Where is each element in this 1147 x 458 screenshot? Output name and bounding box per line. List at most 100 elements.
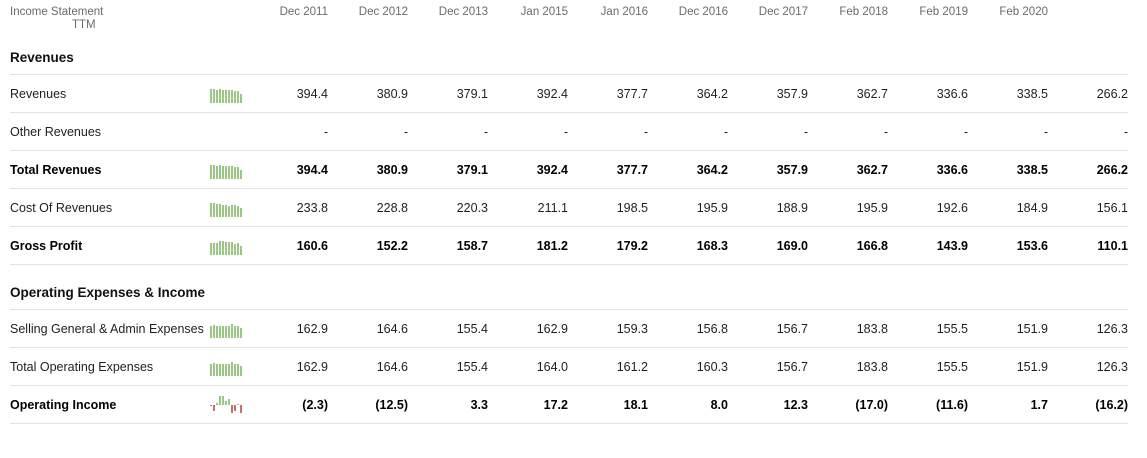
sparkline	[210, 358, 248, 376]
spark-bar	[237, 363, 239, 376]
spark-bar	[240, 169, 242, 179]
sparkline	[210, 161, 248, 179]
value-cell: 392.4	[536, 86, 568, 101]
value-cell: (2.3)	[302, 397, 328, 412]
spark-bar	[228, 325, 230, 338]
section-title: Operating Expenses & Income	[10, 279, 1128, 310]
statement-period-ttm: TTM	[72, 19, 96, 31]
column-header: Dec 2016	[678, 6, 728, 18]
value-cell: 1.7	[1030, 397, 1048, 412]
spark-bar	[222, 240, 224, 255]
sparkline	[210, 199, 248, 217]
column-header: Feb 2020	[999, 6, 1048, 18]
spark-bar	[240, 207, 242, 217]
table-row[interactable]: Operating Income (2.3) (12.5) 3.3 17.2 18.1 8.…	[10, 386, 1128, 424]
value-cell: 364.2	[696, 86, 728, 101]
table-row[interactable]: Selling General & Admin Expenses 162.9 164…	[10, 310, 1128, 348]
value-cell: -	[483, 124, 488, 139]
value-cell: 266.2	[1096, 86, 1128, 101]
value-cell: 266.2	[1096, 162, 1128, 177]
spark-bar	[231, 89, 233, 103]
value-cell: 169.0	[776, 238, 808, 253]
column-header: Dec 2017	[758, 6, 808, 18]
value-cell: 181.2	[536, 238, 568, 253]
spark-bar	[222, 395, 224, 405]
statement-section: Revenues Revenues 394.4 380.9 379.1 392.4 377.…	[10, 44, 1128, 265]
column-header: Jan 2016	[600, 6, 648, 18]
spark-bar	[213, 202, 215, 217]
value-cell: 357.9	[776, 162, 808, 177]
spark-bar	[231, 204, 233, 217]
spark-bar	[228, 89, 230, 103]
income-statement-table: Income Statement TTM Dec 2011 Dec 2012 Dec…	[10, 6, 1128, 424]
spark-bar	[210, 363, 212, 376]
value-cell: 379.1	[456, 162, 488, 177]
value-cell: 126.3	[1096, 359, 1128, 374]
value-cell: 8.0	[710, 397, 728, 412]
spark-bar	[231, 323, 233, 338]
table-row[interactable]: Total Revenues 394.4 380.9 379.1 392.4 377.7 3…	[10, 151, 1128, 189]
spark-bar	[210, 404, 212, 406]
table-row[interactable]: Other Revenues - - - - - - - - - - -	[10, 113, 1128, 151]
value-cell: (12.5)	[375, 397, 408, 412]
spark-bar	[222, 204, 224, 217]
table-row[interactable]: Revenues 394.4 380.9 379.1 392.4 377.7 364.2 35…	[10, 75, 1128, 113]
spark-bar	[210, 325, 212, 338]
spark-bar	[240, 404, 242, 413]
spark-bar	[219, 363, 221, 376]
row-label: Selling General & Admin Expenses	[10, 321, 204, 336]
spark-bar	[216, 165, 218, 179]
value-cell: 159.3	[616, 321, 648, 336]
row-label: Gross Profit	[10, 238, 83, 253]
value-cell: 188.9	[776, 200, 808, 215]
spark-bar	[213, 404, 215, 411]
spark-bar	[216, 242, 218, 255]
spark-bar	[213, 88, 215, 103]
section-title: Revenues	[10, 44, 1128, 75]
spark-bar	[216, 89, 218, 103]
row-label: Revenues	[10, 86, 67, 101]
value-cell: -	[643, 124, 648, 139]
table-row[interactable]: Total Operating Expenses 162.9 164.6 155.4 1…	[10, 348, 1128, 386]
spark-bar	[234, 325, 236, 338]
value-cell: 156.8	[696, 321, 728, 336]
value-cell: 394.4	[296, 86, 328, 101]
table-row[interactable]: Cost Of Revenues 233.8 228.8 220.3 211.1 198.…	[10, 189, 1128, 227]
value-cell: 362.7	[856, 162, 888, 177]
value-cell: 392.4	[536, 162, 568, 177]
value-cell: 228.8	[376, 200, 408, 215]
value-cell: 153.6	[1016, 238, 1048, 253]
spark-bar	[237, 90, 239, 103]
value-cell: 164.6	[376, 359, 408, 374]
value-cell: 379.1	[456, 86, 488, 101]
column-header: Dec 2012	[358, 6, 408, 18]
statement-title-line1: Income Statement	[10, 6, 104, 18]
spark-bar	[210, 202, 212, 217]
value-cell: -	[563, 124, 568, 139]
value-cell: 233.8	[296, 200, 328, 215]
spark-bar	[216, 363, 218, 376]
spark-bar	[231, 241, 233, 255]
value-cell: 183.8	[856, 321, 888, 336]
value-cell: 155.4	[456, 359, 488, 374]
spark-bar	[225, 89, 227, 103]
spark-bar	[219, 240, 221, 255]
spark-bar	[219, 164, 221, 179]
value-cell: 183.8	[856, 359, 888, 374]
spark-bar	[216, 325, 218, 338]
spark-bar	[210, 88, 212, 103]
spark-bar	[234, 90, 236, 103]
spark-bar	[225, 241, 227, 255]
spark-bar	[213, 242, 215, 255]
spark-bar	[222, 89, 224, 103]
value-cell: 143.9	[936, 238, 968, 253]
value-cell: (16.2)	[1095, 397, 1128, 412]
table-row[interactable]: Gross Profit 160.6 152.2 158.7 181.2 179.2 168…	[10, 227, 1128, 265]
value-cell: 220.3	[456, 200, 488, 215]
value-cell: 151.9	[1016, 321, 1048, 336]
column-header: Feb 2018	[839, 6, 888, 18]
value-cell: 156.7	[776, 359, 808, 374]
column-header: Dec 2013	[438, 6, 488, 18]
spark-bar	[240, 327, 242, 338]
spark-bar	[213, 362, 215, 376]
